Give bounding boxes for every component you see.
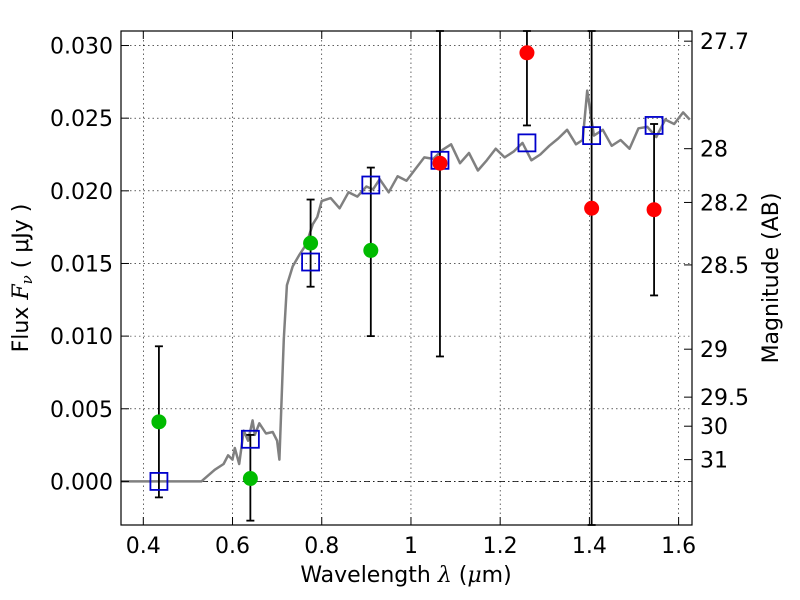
detection-point — [303, 235, 319, 251]
y-tick-label: 0.020 — [50, 180, 113, 205]
x-tick-label: 1 — [404, 534, 418, 559]
mag-tick-label: 28.2 — [700, 191, 749, 216]
model-point-square — [582, 126, 602, 146]
y-axis-right-label: Magnitude (AB) — [759, 193, 784, 364]
y-tick-label: 0.000 — [50, 470, 113, 495]
x-tick-label: 0.4 — [126, 534, 161, 559]
detection-point — [242, 471, 258, 487]
y-tick-label: 0.005 — [50, 398, 113, 423]
y-tick-label: 0.025 — [50, 107, 113, 132]
mag-tick-label: 29.5 — [700, 386, 749, 411]
upper-limit-point — [519, 45, 535, 61]
upper-limit-point — [646, 202, 662, 218]
x-tick-label: 1.6 — [661, 534, 696, 559]
x-axis-label: Wavelength λ (μm) — [300, 563, 511, 588]
upper-limit-point — [584, 200, 600, 216]
plot-frame — [120, 30, 693, 526]
model-point-square — [301, 252, 320, 272]
mag-tick-label: 27.7 — [700, 30, 749, 55]
axis-ticks: 0.4 0.6 0.8 1 1.2 1.4 1.6 0.000 0.005 0.010 0.015 0… — [50, 30, 749, 559]
x-tick-label: 0.6 — [215, 534, 250, 559]
upper-limit-point — [432, 155, 448, 171]
y-tick-label: 0.015 — [50, 252, 113, 277]
model-point-square — [361, 175, 381, 195]
mag-tick-label: 29 — [700, 338, 728, 363]
y-axis-label: Flux Fν ( μJy ) — [9, 204, 36, 353]
grid — [121, 31, 692, 525]
detection-point — [151, 414, 167, 430]
x-tick-label: 1.2 — [483, 534, 518, 559]
template-spectrum-line — [121, 89, 691, 483]
x-tick-label: 0.8 — [304, 534, 339, 559]
y-tick-label: 0.030 — [50, 35, 113, 60]
mag-tick-label: 28 — [700, 138, 728, 163]
detection-point — [363, 242, 379, 258]
y-tick-label: 0.010 — [50, 325, 113, 350]
model-point-square — [240, 429, 260, 449]
model-point-square — [644, 116, 664, 135]
mag-tick-label: 31 — [700, 449, 728, 474]
x-tick-label: 1.4 — [572, 534, 607, 559]
model-point-square — [517, 133, 537, 153]
mag-tick-label: 28.5 — [700, 254, 749, 279]
model-point-square — [149, 472, 169, 491]
mag-tick-label: 30 — [700, 415, 728, 440]
plot-layer — [121, 30, 691, 526]
